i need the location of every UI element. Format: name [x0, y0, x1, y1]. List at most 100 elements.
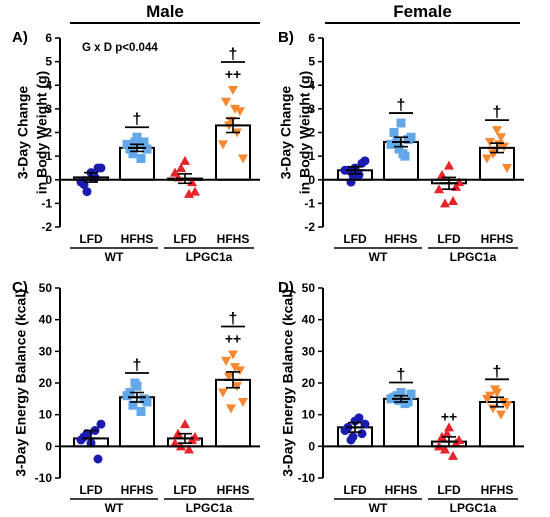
- significance-dagger: †: [397, 367, 406, 384]
- y-tick-label: 20: [302, 376, 316, 390]
- data-point: [238, 398, 248, 407]
- data-point: [128, 400, 138, 410]
- data-point: [496, 410, 506, 420]
- data-point: [440, 198, 450, 208]
- y-axis-label: 3-Day Energy Balance (kcal): [13, 289, 29, 477]
- category-label: LFD: [173, 483, 197, 497]
- panel-label: C): [12, 279, 28, 296]
- data-point: [406, 389, 416, 399]
- bar-4: [215, 124, 251, 181]
- data-point: [170, 167, 180, 177]
- data-point: [96, 419, 106, 429]
- data-point: [190, 186, 200, 196]
- data-point: [398, 149, 408, 159]
- significance-dagger: †: [493, 363, 502, 380]
- category-label: HFHS: [385, 232, 418, 246]
- significance-dagger: †: [133, 111, 142, 128]
- category-label: HFHS: [385, 483, 418, 497]
- data-point: [170, 438, 180, 448]
- y-tick-label: -1: [41, 196, 52, 210]
- data-point: [176, 162, 186, 172]
- data-point: [96, 163, 106, 173]
- data-point: [496, 133, 506, 143]
- data-point: [448, 450, 458, 460]
- data-point: [440, 444, 450, 454]
- y-tick-label: 4: [45, 78, 52, 92]
- significance-plus: ++: [225, 331, 241, 347]
- panel-label: A): [12, 29, 28, 46]
- y-axis-label: in Body Weight (g): [34, 71, 50, 194]
- data-point: [340, 165, 350, 175]
- data-point: [482, 154, 492, 164]
- y-tick-label: 3: [45, 102, 52, 116]
- male-title-rule: [70, 22, 260, 24]
- data-point: [142, 144, 152, 154]
- data-point: [221, 356, 231, 366]
- bar-4: [479, 401, 515, 448]
- data-point: [82, 187, 92, 197]
- data-point: [130, 378, 140, 388]
- category-label: LFD: [343, 483, 367, 497]
- data-point: [218, 140, 228, 150]
- y-tick-label: 2: [45, 126, 52, 140]
- y-axis-label: 3-Day Change: [278, 86, 294, 180]
- data-point: [122, 391, 132, 401]
- chart-panel-3: C)3-Day Energy Balance (kcal) -10 0 10 20 30 4…: [12, 279, 260, 515]
- data-point: [228, 85, 238, 95]
- data-point: [400, 399, 410, 409]
- data-point: [218, 388, 228, 398]
- data-point: [184, 444, 194, 454]
- female-title: Female: [393, 2, 452, 21]
- data-point: [386, 394, 396, 404]
- category-label: LFD: [437, 232, 461, 246]
- data-point: [348, 170, 358, 180]
- data-point: [132, 132, 142, 142]
- category-label: LFD: [437, 483, 461, 497]
- data-point: [357, 429, 367, 439]
- data-point: [128, 149, 138, 159]
- male-title: Male: [146, 2, 184, 21]
- category-label: LFD: [343, 232, 367, 246]
- significance-dagger: †: [229, 46, 238, 63]
- data-point: [492, 126, 502, 136]
- group-label: WT: [369, 250, 388, 264]
- significance-dagger: †: [229, 311, 238, 328]
- data-point: [386, 139, 396, 149]
- y-tick-label: -2: [304, 220, 315, 234]
- panel-label: D): [278, 279, 294, 296]
- y-tick-label: 6: [45, 31, 52, 45]
- y-tick-label: 50: [302, 281, 316, 295]
- data-point: [434, 184, 444, 194]
- y-tick-label: 2: [308, 126, 315, 140]
- y-axis-label: 3-Day Change: [15, 86, 31, 180]
- group-label: LPGC1a: [450, 501, 497, 515]
- y-tick-label: 4: [308, 78, 315, 92]
- data-point: [442, 428, 452, 438]
- y-tick-label: -1: [304, 196, 315, 210]
- category-label: LFD: [79, 483, 103, 497]
- y-tick-label: 0: [308, 173, 315, 187]
- data-point: [130, 137, 140, 147]
- category-label: HFHS: [121, 232, 154, 246]
- y-tick-label: -2: [41, 220, 52, 234]
- y-tick-label: 0: [45, 439, 52, 453]
- group-label: LPGC1a: [450, 250, 497, 264]
- y-tick-label: 40: [302, 313, 316, 327]
- category-label: HFHS: [481, 232, 514, 246]
- data-point: [235, 366, 245, 376]
- data-point: [142, 397, 152, 407]
- stat-annotation: G x D p<0.044: [82, 42, 158, 54]
- data-point: [444, 422, 454, 432]
- y-tick-label: 20: [39, 376, 53, 390]
- data-point: [136, 407, 146, 416]
- y-tick-label: 6: [308, 31, 315, 45]
- data-point: [354, 413, 364, 423]
- data-point: [180, 155, 190, 165]
- y-tick-label: 30: [39, 344, 53, 358]
- chart-panel-1: A) 3-Day Change in Body Weight (g) -2 -1 0 1 2 3…: [12, 29, 260, 264]
- female-title-rule: [325, 22, 520, 24]
- y-tick-label: 10: [302, 408, 316, 422]
- group-label: WT: [105, 501, 124, 515]
- data-point: [394, 395, 404, 405]
